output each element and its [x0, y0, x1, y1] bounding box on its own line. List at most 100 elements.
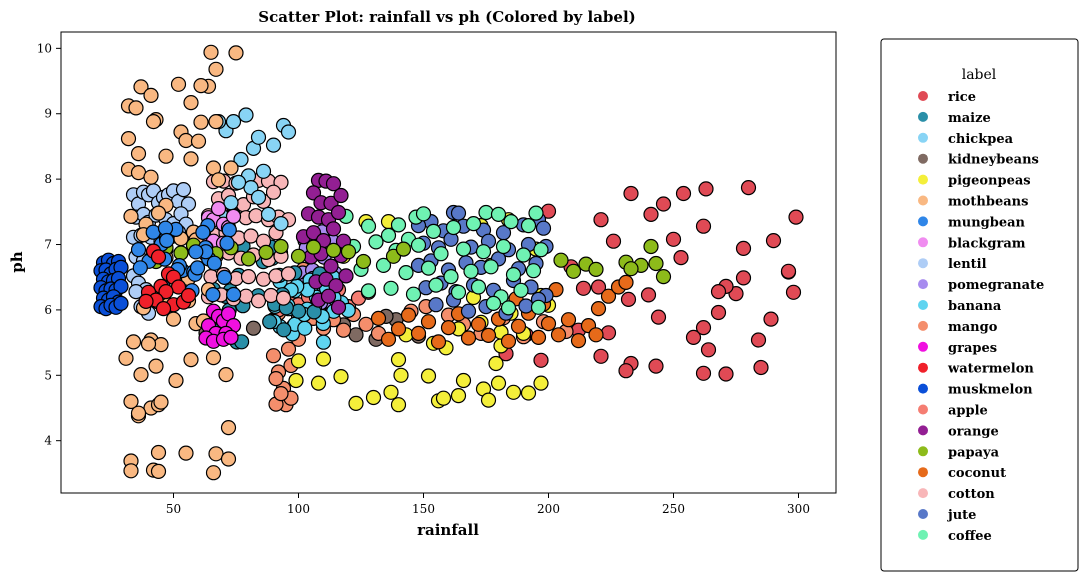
point-coffee: [490, 206, 507, 222]
point-mothbeans: [148, 358, 164, 374]
point-rice: [753, 359, 769, 376]
point-coffee: [513, 282, 529, 298]
legend: label rice maize chickpea kidneybeans pigeon…: [880, 38, 1079, 572]
point-mothbeans: [150, 444, 167, 461]
x-tick-label: 200: [537, 502, 560, 516]
point-coffee: [425, 223, 442, 239]
legend-item-rice: rice: [918, 90, 976, 105]
point-orange: [328, 278, 344, 294]
point-mothbeans: [210, 172, 227, 188]
point-mothbeans: [153, 394, 169, 410]
point-lentil: [175, 182, 192, 198]
point-coffee: [503, 214, 519, 230]
legend-item-watermelon: watermelon: [918, 362, 1034, 377]
point-pigeonpeas: [365, 389, 382, 406]
point-papaya: [305, 239, 322, 255]
point-rice: [643, 206, 659, 222]
point-mothbeans: [193, 114, 209, 130]
point-coffee: [383, 280, 399, 296]
point-coconut: [480, 327, 497, 343]
point-coconut: [400, 307, 417, 323]
point-rice: [763, 311, 779, 327]
point-rice: [788, 209, 804, 225]
point-mango: [358, 316, 374, 332]
point-coconut: [370, 310, 387, 326]
point-rice: [673, 250, 689, 266]
point-cotton: [265, 184, 282, 200]
x-axis-label: rainfall: [417, 521, 479, 539]
point-mothbeans: [123, 463, 139, 479]
point-mothbeans: [123, 208, 139, 224]
point-orange: [330, 299, 347, 315]
point-coffee: [450, 284, 467, 300]
point-coffee: [375, 257, 392, 273]
chart-title: Scatter Plot: rainfall vs ph (Colored by…: [258, 8, 635, 26]
point-rice: [655, 196, 672, 212]
point-rice: [623, 185, 639, 202]
point-mothbeans: [178, 132, 194, 149]
point-rice: [695, 218, 712, 234]
point-mothbeans: [133, 367, 149, 383]
point-papaya: [655, 269, 672, 285]
point-rice: [618, 363, 634, 379]
point-rice: [695, 320, 712, 336]
point-pigeonpeas: [490, 375, 507, 391]
point-chickpea: [260, 206, 277, 222]
point-coffee: [443, 269, 459, 285]
point-coffee: [530, 299, 547, 315]
point-coffee: [390, 217, 407, 233]
y-tick-label: 9: [44, 107, 52, 121]
point-rice: [640, 287, 657, 303]
point-mungbean: [226, 286, 242, 303]
legend-item-cotton: cotton: [918, 487, 995, 502]
point-rice: [685, 329, 702, 345]
point-mango: [268, 371, 284, 387]
legend-label: muskmelon: [948, 383, 1033, 398]
point-rice: [605, 233, 622, 249]
point-pigeonpeas: [310, 375, 327, 391]
point-rice: [710, 304, 727, 321]
point-papaya: [173, 245, 189, 261]
legend-label: mungbean: [948, 215, 1026, 230]
point-coffee: [405, 286, 422, 302]
legend-item-lentil: lentil: [918, 257, 987, 272]
point-pigeonpeas: [505, 384, 522, 400]
y-axis-label: ph: [8, 251, 26, 272]
legend-label: cotton: [948, 487, 995, 502]
point-pigeonpeas: [533, 375, 549, 391]
point-papaya: [643, 238, 659, 255]
legend-marker: [918, 446, 928, 457]
plot-points: [93, 44, 804, 481]
legend-label: kidneybeans: [948, 153, 1039, 168]
point-mungbean: [159, 232, 175, 249]
point-mungbean: [188, 244, 204, 260]
point-cotton: [263, 287, 279, 304]
point-mothbeans: [130, 146, 147, 162]
point-rice: [533, 352, 549, 368]
point-coffee: [380, 227, 397, 243]
point-mothbeans: [120, 131, 137, 147]
point-pigeonpeas: [520, 385, 537, 401]
legend-item-blackgram: blackgram: [918, 236, 1026, 251]
point-coffee: [360, 283, 377, 299]
point-rice: [710, 284, 727, 300]
point-cotton: [248, 208, 264, 224]
point-coconut: [430, 334, 447, 350]
y-tick-label: 4: [44, 434, 52, 448]
point-muskmelon: [113, 295, 129, 311]
legend-marker: [918, 362, 928, 373]
legend-marker: [918, 488, 928, 499]
point-coffee: [475, 244, 492, 260]
point-cotton: [250, 293, 267, 309]
point-coffee: [495, 238, 512, 255]
point-coffee: [483, 259, 499, 275]
legend-label: orange: [948, 424, 999, 439]
legend-item-grapes: grapes: [918, 341, 997, 356]
point-chickpea: [238, 107, 254, 123]
point-coconut: [510, 318, 527, 334]
point-mothbeans: [193, 77, 209, 94]
point-mungbean: [206, 255, 222, 271]
point-coffee: [525, 263, 542, 279]
point-coffee: [398, 265, 414, 281]
point-mungbean: [195, 224, 211, 240]
